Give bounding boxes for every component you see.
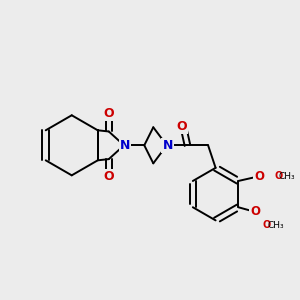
- Text: N: N: [120, 139, 130, 152]
- Text: O: O: [250, 206, 260, 218]
- Text: CH₃: CH₃: [267, 220, 284, 230]
- Text: O: O: [103, 107, 114, 120]
- Text: O: O: [274, 171, 282, 181]
- Text: N: N: [163, 139, 173, 152]
- Text: O: O: [254, 170, 264, 183]
- Text: CH₃: CH₃: [279, 172, 295, 181]
- Text: O: O: [263, 220, 271, 230]
- Text: O: O: [103, 170, 114, 184]
- Text: O: O: [176, 120, 187, 133]
